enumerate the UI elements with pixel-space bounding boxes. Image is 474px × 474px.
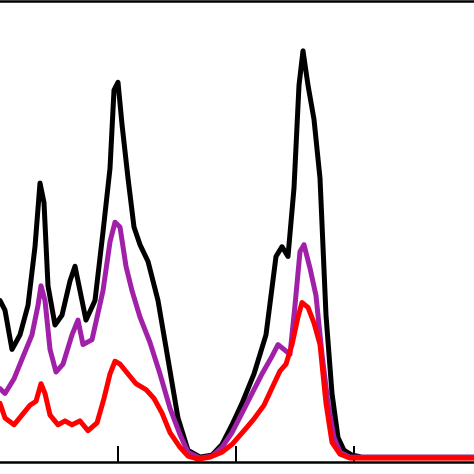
series-line-3 [0, 300, 474, 462]
series-line-2 [0, 219, 474, 461]
plot-frame [0, 0, 474, 464]
series-layer [0, 48, 474, 462]
series-line-1 [0, 48, 474, 460]
